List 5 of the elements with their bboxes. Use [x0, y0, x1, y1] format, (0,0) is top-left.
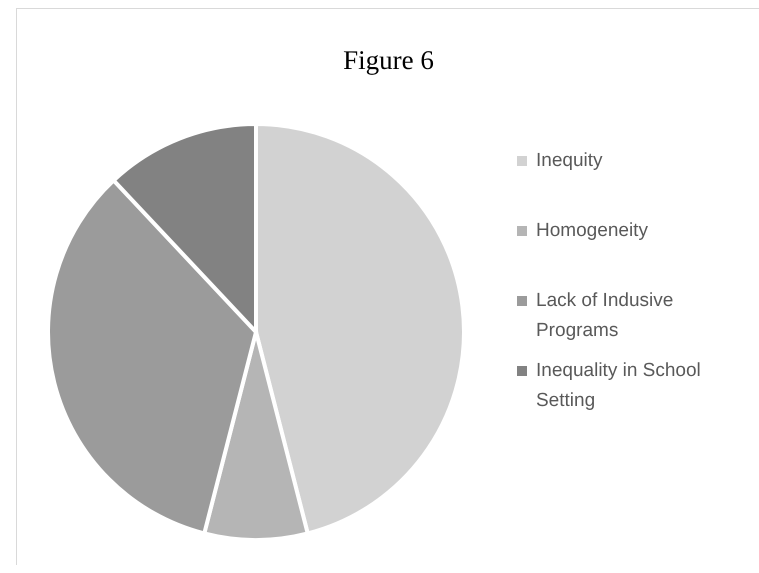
- legend-label: Homogeneity: [536, 219, 648, 243]
- chart-title: Figure 6: [342, 45, 435, 76]
- legend-label: Inequality in School Setting: [536, 359, 702, 413]
- legend-label: Inequity: [536, 149, 603, 173]
- legend-label: Lack of Indusive Programs: [536, 289, 674, 343]
